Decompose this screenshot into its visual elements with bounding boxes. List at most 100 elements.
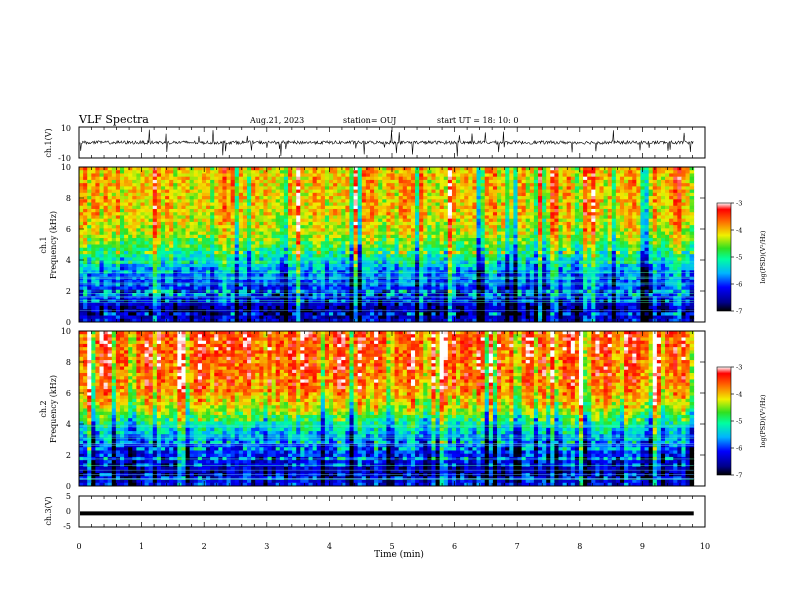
spectrogram-cell — [107, 196, 113, 200]
spectrogram-cell — [267, 176, 273, 181]
spectrogram-cell — [468, 257, 473, 262]
spectrogram-cell — [419, 199, 424, 203]
spectrogram-cell — [673, 247, 678, 252]
spectrogram-cell — [259, 202, 264, 207]
spectrogram-cell — [451, 231, 457, 236]
spectrogram-cell — [369, 173, 375, 178]
spectrogram-cell — [247, 199, 252, 203]
spectrogram-cell — [423, 247, 428, 252]
spectrogram-cell — [488, 183, 494, 187]
spectrogram-cell — [566, 189, 572, 194]
spectrogram-cell — [456, 199, 461, 203]
spectrogram-cell — [132, 199, 137, 203]
spectrogram-cell — [570, 247, 576, 252]
spectrogram-cell — [283, 215, 289, 220]
spectrogram-cell — [111, 267, 117, 271]
spectrogram-cell — [288, 250, 293, 255]
spectrogram-cell — [439, 231, 445, 236]
spectrogram-cell — [312, 260, 318, 265]
spectrogram-cell — [521, 189, 527, 194]
spectrogram-cell — [484, 208, 490, 213]
spectrogram-cell — [546, 244, 551, 249]
spectrogram-cell — [509, 173, 514, 178]
spectrogram-cell — [201, 267, 207, 271]
spectrogram-cell — [234, 215, 240, 220]
spectrogram-cell — [558, 247, 563, 252]
spectrogram-cell — [119, 205, 125, 210]
spectrogram-cell — [673, 199, 678, 203]
spectrogram-cell — [218, 250, 223, 255]
spectrogram-cell — [689, 208, 695, 213]
spectrogram-cell — [283, 179, 289, 184]
spectrogram-cell — [595, 176, 600, 181]
spectrogram-cell — [165, 254, 170, 258]
spectrogram-cell — [386, 205, 391, 210]
spectrogram-cell — [181, 257, 186, 262]
spectrogram-cell — [99, 254, 104, 258]
spectrogram-cell — [292, 192, 297, 197]
spectrogram-cell — [124, 192, 129, 197]
spectrogram-cell — [578, 196, 584, 200]
spectrogram-cell — [599, 247, 604, 252]
spectrogram-cell — [410, 189, 416, 194]
spectrogram-cell — [320, 218, 326, 223]
spectrogram-cell — [115, 267, 121, 271]
spectrogram-cell — [611, 231, 617, 236]
spectrogram-cell — [558, 186, 563, 191]
spectrogram-cell — [595, 225, 600, 229]
spectrogram-cell — [628, 167, 633, 171]
spectrogram-cell — [419, 250, 424, 255]
spectrogram-cell — [562, 176, 568, 181]
spectrogram-cell — [83, 231, 88, 236]
spectrogram-cell — [148, 225, 154, 229]
spectrogram-cell — [423, 176, 428, 181]
spectrogram-cell — [628, 257, 633, 262]
spectrogram-cell — [501, 189, 506, 194]
spectrogram-cell — [177, 254, 182, 258]
spectrogram-cell — [103, 234, 109, 239]
spectrogram-cell — [533, 228, 539, 232]
spectrogram-cell — [656, 250, 662, 255]
spectrogram-cell — [267, 228, 273, 232]
spectrogram-cell — [443, 257, 449, 262]
spectrogram-cell — [501, 176, 506, 181]
spectrogram-cell — [472, 247, 477, 252]
spectrogram-cell — [308, 167, 313, 171]
spectrogram-cell — [279, 189, 285, 194]
spectrogram-cell — [419, 267, 424, 271]
spectrogram-cell — [542, 167, 547, 171]
spectrogram-cell — [308, 247, 313, 252]
spectrogram-cell — [103, 247, 109, 252]
spectrogram-cell — [337, 167, 342, 171]
spectrogram-cell — [640, 199, 645, 203]
spectrogram-cell — [316, 238, 322, 242]
spectrogram-cell — [480, 192, 486, 197]
spectrogram-cell — [611, 257, 617, 262]
spectrogram-cell — [517, 176, 523, 181]
spectrogram-cell — [566, 238, 572, 242]
spectrogram-cell — [456, 167, 461, 171]
spectrogram-cell — [542, 221, 547, 226]
spectrogram-cell — [238, 196, 244, 200]
spectrogram-cell — [505, 257, 510, 262]
spectrogram-cell — [640, 244, 645, 249]
spectrogram-cell — [288, 173, 293, 178]
spectrogram-cell — [681, 167, 686, 171]
spectrogram-cell — [538, 192, 543, 197]
spectrogram-cell — [476, 263, 482, 268]
spectrogram-cell — [226, 170, 232, 174]
spectrogram-cell — [238, 179, 244, 184]
spectrogram-cell — [345, 241, 350, 245]
spectrogram-cell — [218, 170, 223, 174]
spectrogram-cell — [386, 176, 391, 181]
spectrogram-cell — [197, 250, 203, 255]
spectrogram-cell — [456, 238, 461, 242]
spectrogram-cell — [546, 238, 551, 242]
spectrogram-cell — [206, 231, 211, 236]
spectrogram-cell — [517, 254, 523, 258]
spectrogram-cell — [443, 218, 449, 223]
spectrogram-cell — [341, 254, 346, 258]
spectrogram-cell — [566, 170, 572, 174]
spectrogram-cell — [439, 202, 445, 207]
spectrogram-cell — [283, 218, 289, 223]
